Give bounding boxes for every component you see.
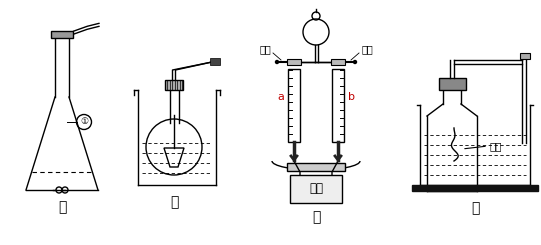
Bar xyxy=(165,80,183,90)
Text: ①: ① xyxy=(80,118,88,126)
Text: a: a xyxy=(277,92,284,102)
Bar xyxy=(412,185,538,191)
Circle shape xyxy=(353,61,357,63)
Text: b: b xyxy=(348,92,355,102)
Text: 乙: 乙 xyxy=(170,195,178,209)
Bar xyxy=(288,69,300,142)
Text: 活塞: 活塞 xyxy=(361,44,373,54)
Bar xyxy=(520,53,530,59)
Text: 红磷: 红磷 xyxy=(490,141,503,151)
Bar xyxy=(331,59,345,65)
Text: 活塞: 活塞 xyxy=(259,44,271,54)
Circle shape xyxy=(275,61,279,63)
Text: 丙: 丙 xyxy=(312,210,320,224)
Bar xyxy=(290,175,342,203)
Text: 丁: 丁 xyxy=(471,201,479,215)
Bar xyxy=(439,78,465,90)
Bar xyxy=(287,163,345,171)
Bar xyxy=(287,59,301,65)
Bar xyxy=(51,32,73,38)
Bar xyxy=(332,69,344,142)
Text: 电源: 电源 xyxy=(309,183,323,196)
Bar xyxy=(210,58,220,65)
Text: 甲: 甲 xyxy=(58,200,66,214)
